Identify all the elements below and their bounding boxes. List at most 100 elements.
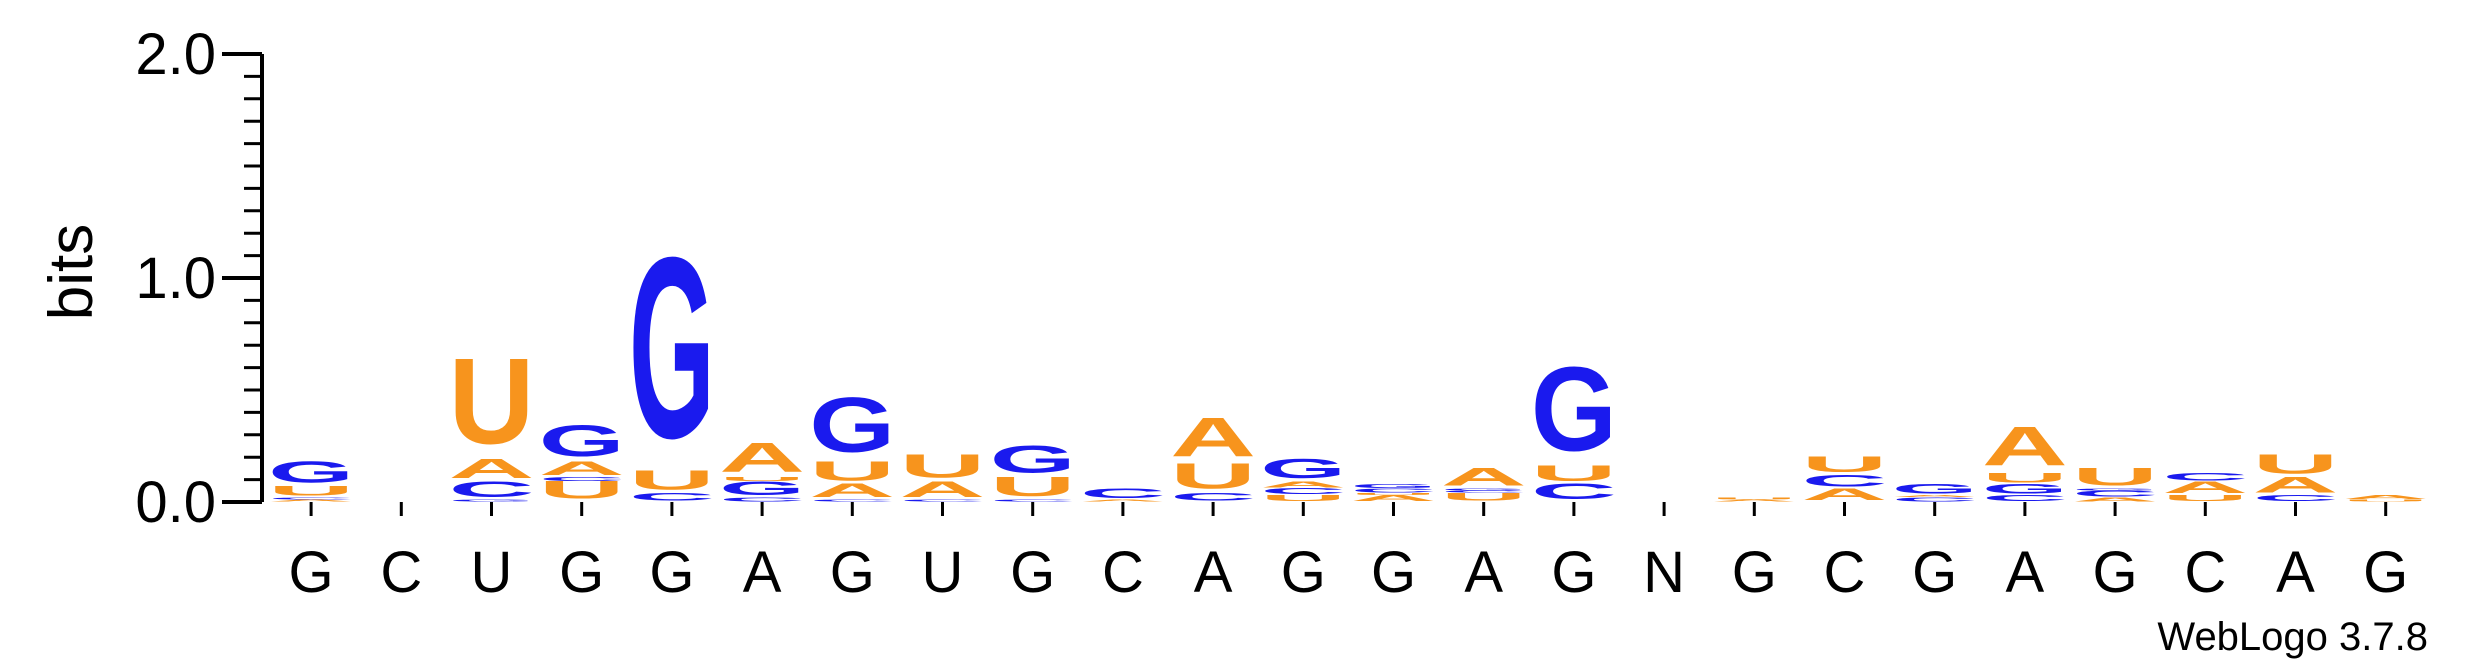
logo-letter-G: G (1531, 344, 1617, 477)
logo-letter-U: U (539, 476, 625, 504)
logo-letter-A: A (1802, 485, 1888, 504)
y-tick-label: 2.0 (135, 22, 216, 87)
logo-letter-U: U (2343, 499, 2429, 502)
logo-letter-U: U (629, 465, 715, 496)
weblogo-credit: WebLogo 3.7.8 (2157, 615, 2428, 659)
logo-letter-U: U (1441, 490, 1527, 502)
position-label: G (1912, 540, 1957, 605)
logo-letter-G: G (268, 455, 354, 489)
position-label: A (743, 540, 782, 605)
logo-letter-G: G (1982, 481, 2068, 497)
position-label: G (2363, 540, 2408, 605)
logo-letter-A: A (1170, 406, 1256, 468)
logo-letter-U: U (1170, 455, 1256, 496)
logo-letter-A: A (2162, 478, 2248, 497)
y-axis-label: bits (37, 224, 106, 320)
logo-letter-U: U (809, 456, 895, 487)
logo-letter-U: U (1802, 452, 1888, 477)
logo-letter-G: G (1892, 481, 1978, 497)
y-tick-label: 0.0 (135, 470, 216, 535)
logo-letter-C: C (2072, 489, 2158, 498)
logo-letter-C: C (1802, 471, 1888, 490)
logo-letter-C: C (268, 497, 354, 500)
logo-letter-A: A (1892, 495, 1978, 498)
logo-letter-G: G (539, 416, 625, 466)
logo-letter-A: A (268, 499, 354, 502)
logo-letter-G: G (719, 477, 805, 499)
position-label: C (1824, 540, 1866, 605)
logo-letter-A: A (1080, 499, 1166, 502)
logo-letter-A: A (1711, 499, 1797, 502)
logo-letter-A: A (1441, 463, 1527, 491)
logo-letter-C: C (2253, 493, 2339, 502)
logo-letter-C: C (629, 490, 715, 502)
logo-letter-U: U (2253, 449, 2339, 480)
logo-letter-C: C (1531, 479, 1617, 504)
logo-letter-C: C (1260, 487, 1346, 496)
position-label: G (1551, 540, 1596, 605)
position-label: N (1643, 540, 1685, 605)
logo-letter-C: C (1351, 487, 1437, 493)
position-label: G (649, 540, 694, 605)
position-label: A (1464, 540, 1503, 605)
logo-letter-U: U (2072, 463, 2158, 491)
logo-letter-G: G (990, 437, 1076, 481)
logo-letter-C: C (1892, 496, 1978, 502)
logo-letter-G: G (629, 204, 715, 493)
logo-letter-A: A (809, 480, 895, 502)
logo-letter-C: C (1080, 485, 1166, 501)
position-label: G (289, 540, 334, 605)
logo-letter-A: A (449, 453, 535, 484)
position-label: G (1010, 540, 1055, 605)
logo-letter-U: U (1531, 461, 1617, 486)
position-label: A (1194, 540, 1233, 605)
position-label: U (922, 540, 964, 605)
logo-letter-A: A (2072, 496, 2158, 502)
position-label: U (471, 540, 513, 605)
logo-letter-A: A (2343, 494, 2429, 500)
position-label: A (2006, 540, 2045, 605)
logo-letter-C: C (900, 499, 986, 502)
logo-letter-G: G (2072, 488, 2158, 491)
position-label: G (1732, 540, 1777, 605)
logo-letter-C: C (719, 496, 805, 502)
logo-letter-A: A (719, 434, 805, 481)
position-label: G (2093, 540, 2138, 605)
position-label: G (1371, 540, 1416, 605)
logo-letter-A: A (1982, 415, 2068, 477)
logo-letter-A: A (1351, 493, 1437, 502)
logo-letter-U: U (449, 333, 535, 470)
logo-letter-U: U (1351, 492, 1437, 495)
y-tick-label: 1.0 (135, 246, 216, 311)
logo-letter-U: U (2162, 493, 2248, 502)
position-label: G (830, 540, 875, 605)
logo-letter-A: A (539, 458, 625, 480)
logo-letter-G: G (449, 499, 535, 502)
logo-letter-C: C (1170, 490, 1256, 502)
logo-letter-C: C (449, 477, 535, 502)
logo-letter-C: C (809, 499, 895, 502)
position-label: C (2184, 540, 2226, 605)
logo-letter-C: C (990, 499, 1076, 502)
logo-letter-G: G (1441, 488, 1527, 491)
logo-letter-C: C (539, 476, 625, 482)
position-label: C (380, 540, 422, 605)
logo-letter-C: C (1982, 493, 2068, 502)
logo-letter-A: A (2253, 472, 2339, 497)
logo-letter-A: A (900, 477, 986, 502)
logo-letter-G: G (1351, 483, 1437, 489)
logo-letter-C: C (1441, 490, 1527, 493)
logo-letter-U: U (1982, 470, 2068, 486)
logo-letter-C: C (2162, 470, 2248, 482)
logo-letter-U: U (900, 447, 986, 484)
logo-letter-U: U (1260, 493, 1346, 502)
logo-letter-G: G (1260, 453, 1346, 484)
logo-letter-U: U (1711, 497, 1797, 500)
logo-letter-U: U (719, 476, 805, 482)
logo-letter-A: A (1260, 480, 1346, 489)
position-label: G (1281, 540, 1326, 605)
position-label: G (559, 540, 604, 605)
axis-layer (222, 52, 2388, 516)
